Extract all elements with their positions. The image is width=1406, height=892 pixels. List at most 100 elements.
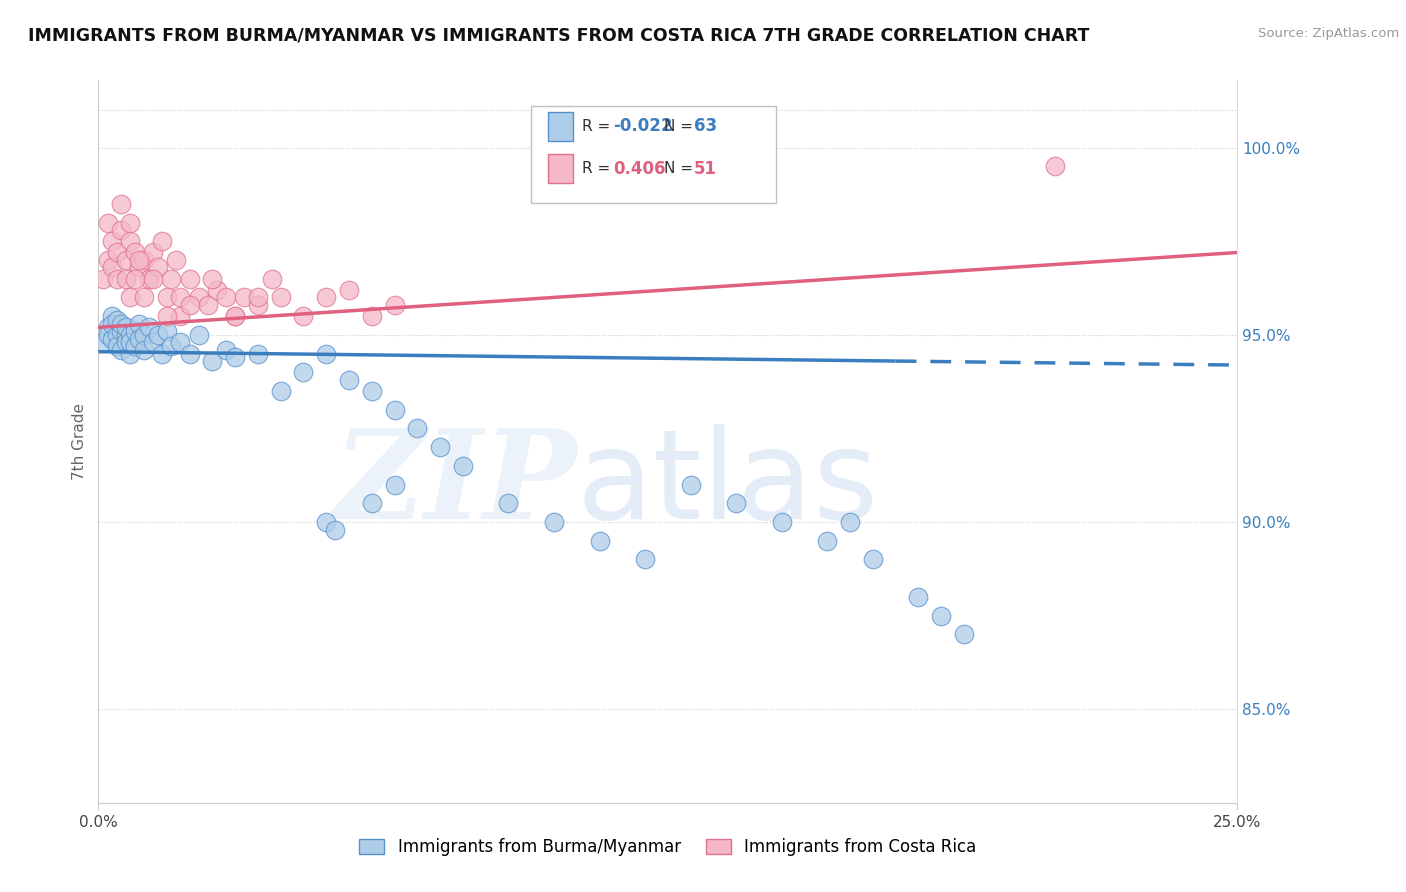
Point (929, 608, 952, 623)
Point (114, 320, 136, 334)
Point (150, 346, 173, 360)
Point (384, 298, 406, 312)
Text: 0.406: 0.406 (613, 160, 665, 178)
Point (907, 590, 929, 604)
Point (215, 343, 238, 357)
Text: Source: ZipAtlas.com: Source: ZipAtlas.com (1258, 27, 1399, 40)
Text: N =: N = (665, 119, 699, 134)
Point (201, 271, 224, 285)
Point (156, 324, 179, 338)
Point (360, 496, 382, 510)
Point (634, 552, 657, 566)
FancyBboxPatch shape (531, 105, 776, 203)
Point (105, 327, 128, 342)
Point (224, 309, 246, 323)
Point (160, 339, 183, 353)
Point (114, 252, 136, 267)
Point (132, 343, 155, 357)
Point (292, 365, 315, 379)
Point (110, 317, 132, 331)
Text: R =: R = (582, 161, 616, 177)
Point (96, 252, 118, 267)
Point (169, 290, 191, 304)
Point (384, 402, 406, 417)
Point (114, 335, 136, 350)
Text: -0.022: -0.022 (613, 118, 672, 136)
Point (138, 271, 160, 285)
Point (128, 317, 150, 331)
Point (406, 421, 429, 435)
Point (246, 346, 269, 360)
Point (120, 327, 142, 342)
Point (160, 271, 183, 285)
Point (101, 317, 124, 331)
Point (132, 290, 155, 304)
Point (315, 346, 337, 360)
Point (224, 309, 246, 323)
Point (132, 327, 155, 342)
Point (770, 515, 793, 529)
Point (105, 271, 128, 285)
Point (384, 477, 406, 491)
Point (101, 234, 124, 248)
Point (120, 234, 142, 248)
Point (260, 271, 283, 285)
Point (323, 523, 346, 537)
Point (120, 290, 142, 304)
Point (101, 260, 124, 275)
Point (179, 271, 201, 285)
Point (205, 283, 228, 297)
Point (543, 515, 565, 529)
Point (96, 327, 118, 342)
Point (91, 335, 114, 350)
Point (142, 335, 165, 350)
Point (498, 496, 520, 510)
Point (110, 324, 132, 338)
Point (337, 283, 360, 297)
Point (156, 309, 179, 323)
Point (105, 313, 128, 327)
Text: N =: N = (665, 161, 699, 177)
Point (165, 252, 187, 267)
Point (156, 290, 179, 304)
Point (114, 327, 136, 342)
Point (179, 346, 201, 360)
Point (128, 260, 150, 275)
Point (246, 290, 269, 304)
Y-axis label: 7th Grade: 7th Grade (72, 403, 87, 480)
Text: ZIP: ZIP (333, 424, 576, 546)
Point (120, 346, 142, 360)
Point (96, 215, 118, 229)
Text: 51: 51 (695, 160, 717, 178)
Point (429, 440, 451, 454)
Point (215, 290, 238, 304)
Point (270, 384, 292, 398)
Point (138, 320, 160, 334)
Point (270, 290, 292, 304)
Point (862, 552, 884, 566)
Text: R =: R = (582, 119, 616, 134)
Legend: Immigrants from Burma/Myanmar, Immigrants from Costa Rica: Immigrants from Burma/Myanmar, Immigrant… (353, 831, 983, 863)
Point (224, 351, 246, 365)
Point (201, 354, 224, 368)
Bar (548, 154, 574, 183)
Point (146, 260, 169, 275)
Point (187, 290, 209, 304)
Point (105, 245, 128, 260)
Point (124, 324, 146, 338)
Point (128, 252, 150, 267)
Point (124, 245, 146, 260)
Point (187, 327, 209, 342)
Text: 63: 63 (695, 118, 717, 136)
Point (120, 335, 142, 350)
Point (588, 533, 610, 548)
Point (337, 373, 360, 387)
Point (105, 339, 128, 353)
Point (150, 234, 173, 248)
Point (679, 477, 702, 491)
Point (839, 515, 862, 529)
Point (132, 252, 155, 267)
Point (1043, 160, 1066, 174)
Point (120, 215, 142, 229)
Point (179, 298, 201, 312)
